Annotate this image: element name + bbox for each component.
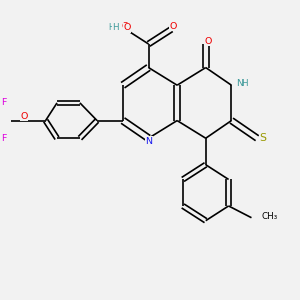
- Text: O: O: [123, 23, 131, 32]
- Text: F: F: [2, 98, 7, 107]
- Text: F: F: [2, 134, 7, 143]
- Text: O: O: [122, 22, 129, 31]
- Text: S: S: [260, 133, 266, 143]
- Text: O: O: [205, 37, 212, 46]
- Text: O: O: [169, 22, 176, 31]
- Text: H: H: [241, 79, 247, 88]
- Text: CH₃: CH₃: [262, 212, 278, 221]
- Text: O: O: [20, 112, 28, 121]
- Text: H: H: [112, 23, 119, 32]
- Text: O: O: [169, 22, 176, 31]
- Text: H: H: [108, 23, 114, 32]
- Text: N: N: [145, 137, 152, 146]
- Text: N: N: [236, 79, 243, 88]
